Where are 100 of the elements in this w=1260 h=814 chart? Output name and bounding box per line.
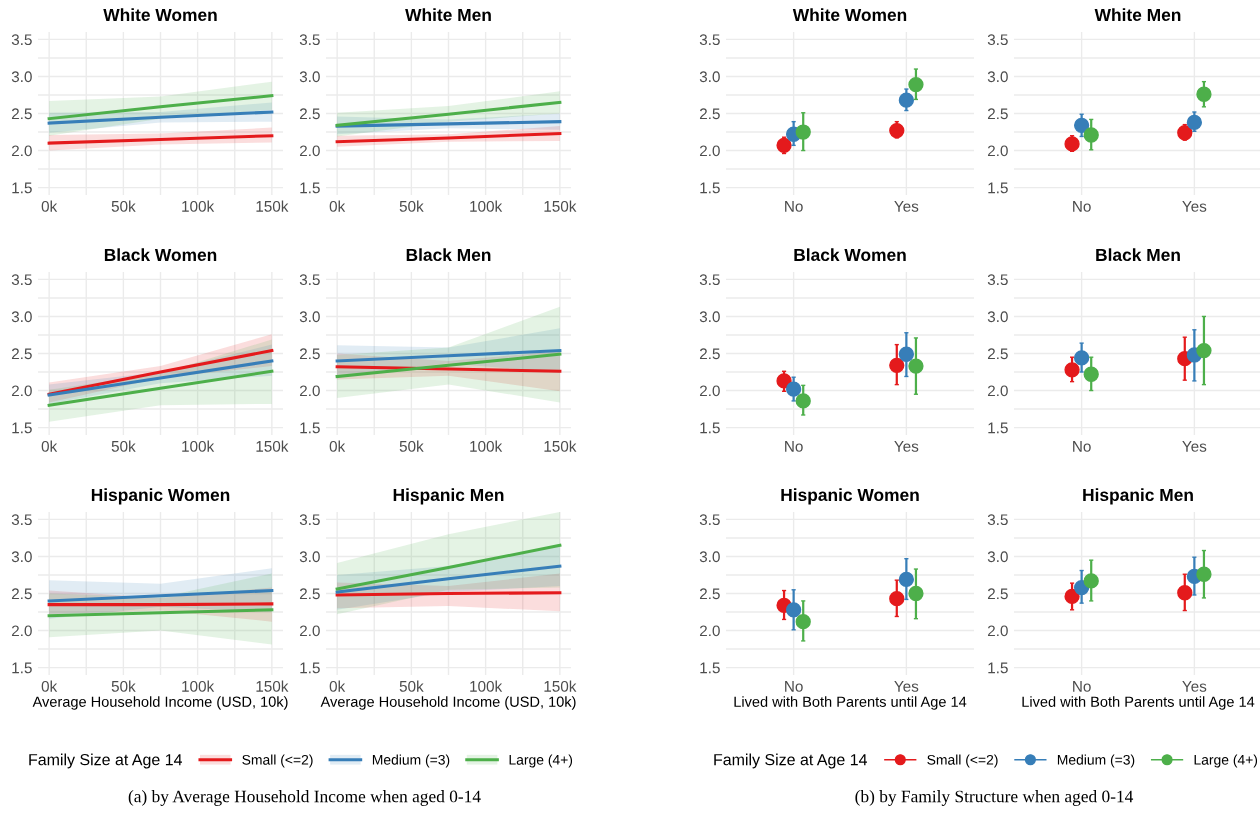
x-tick-label: 100k (470, 440, 503, 452)
y-tick-label: 3.5 (11, 34, 32, 46)
chart-title: Hispanic Men (1083, 488, 1193, 505)
x-tick-label: 0k (329, 200, 346, 212)
y-tick-label: 1.5 (300, 662, 320, 674)
y-tick-label: 1.5 (300, 422, 320, 434)
y-tick-label: 3.0 (11, 551, 32, 563)
y-tick-label: 3.0 (699, 551, 720, 563)
x-tick-label: 0k (329, 680, 346, 692)
y-tick-label: 2.5 (11, 108, 32, 120)
y-tick-label: 3.0 (299, 311, 320, 323)
legend-label: Small (<=2) (927, 754, 998, 768)
x-tick-label: 150k (256, 680, 289, 692)
y-tick-label: 2.0 (299, 625, 320, 637)
x-tick-label: 50k (111, 200, 136, 212)
x-tick-label: Yes (1182, 681, 1207, 692)
y-tick-label: 3.5 (987, 34, 1008, 46)
x-tick-label: Yes (894, 441, 919, 452)
y-tick-label: 1.5 (12, 422, 32, 434)
x-tick-label: Yes (1182, 201, 1207, 212)
chart-title: Black Women (794, 248, 906, 262)
legend-label: Medium (=3) (1057, 754, 1135, 768)
legend-title: Family Size at Age 14 (29, 753, 183, 769)
y-tick-label: 2.0 (11, 625, 32, 637)
x-tick-label: 0k (41, 200, 58, 212)
chart-title: White Women (103, 8, 217, 22)
x-tick-label: 150k (544, 200, 577, 212)
x-tick-label: 100k (182, 440, 215, 452)
legend-label: Medium (=3) (372, 754, 450, 768)
y-tick-label: 2.0 (11, 145, 32, 157)
y-tick-label: 1.5 (300, 182, 320, 194)
y-tick-label: 3.5 (699, 274, 720, 286)
x-tick-label: 150k (256, 440, 289, 452)
y-tick-label: 2.0 (987, 145, 1008, 157)
x-tick-label: 0k (41, 680, 58, 692)
x-tick-label: 100k (470, 200, 503, 212)
y-tick-label: 3.5 (299, 34, 320, 46)
x-tick-label: 150k (544, 680, 577, 692)
y-tick-label: 2.5 (299, 348, 320, 360)
chart-title: Black Women (104, 248, 217, 262)
y-tick-label: 2.5 (699, 348, 720, 360)
y-tick-label: 3.0 (987, 311, 1008, 323)
x-tick-label: Yes (894, 681, 919, 692)
x-tick-label: 50k (399, 200, 424, 212)
x-tick-label: 100k (182, 680, 215, 692)
x-tick-label: 50k (111, 680, 136, 692)
y-tick-label: 1.5 (12, 662, 32, 674)
y-tick-label: 3.5 (11, 274, 32, 286)
chart-title: White Men (405, 8, 491, 22)
y-tick-label: 3.0 (299, 71, 320, 83)
x-tick-label: Yes (1182, 441, 1207, 452)
y-tick-label: 2.5 (11, 588, 32, 600)
legend-label: Large (4+) (1194, 754, 1258, 768)
chart-title: Black Men (406, 248, 491, 262)
x-tick-label: No (1073, 441, 1091, 452)
y-tick-label: 3.0 (11, 311, 32, 323)
y-tick-label: 3.0 (299, 551, 320, 563)
y-tick-label: 2.0 (699, 625, 720, 637)
x-tick-label: 0k (329, 440, 346, 452)
x-tick-label: 100k (470, 680, 503, 692)
chart-title: Hispanic Men (393, 488, 504, 505)
y-tick-label: 3.5 (987, 274, 1008, 286)
y-tick-label: 3.0 (987, 71, 1008, 83)
x-tick-label: No (785, 681, 803, 692)
x-tick-label: No (1073, 201, 1091, 212)
y-tick-label: 1.5 (700, 422, 720, 434)
legend-label: Large (4+) (509, 754, 573, 768)
x-axis-title: Lived with Both Parents until Age 14 (734, 696, 967, 710)
x-tick-label: 50k (111, 440, 136, 452)
y-tick-label: 3.5 (987, 514, 1008, 526)
y-tick-label: 3.5 (699, 514, 720, 526)
y-tick-label: 3.5 (299, 514, 320, 526)
x-tick-label: 0k (41, 440, 58, 452)
y-tick-label: 2.5 (987, 108, 1008, 120)
y-tick-label: 2.5 (299, 108, 320, 120)
y-tick-label: 1.5 (700, 662, 720, 674)
x-axis-title: Average Household Income (USD, 10k) (32, 696, 288, 710)
x-tick-label: No (1073, 681, 1091, 692)
x-tick-label: 100k (182, 200, 215, 212)
text: (b) by Family Structure when aged 0-14 (855, 790, 1134, 806)
chart-title: Hispanic Women (781, 488, 919, 505)
y-tick-label: 2.5 (699, 108, 720, 120)
x-axis-title: Average Household Income (USD, 10k) (320, 696, 576, 710)
y-tick-label: 2.0 (987, 385, 1008, 397)
x-tick-label: No (785, 441, 803, 452)
legend-title: Family Size at Age 14 (714, 753, 868, 769)
y-tick-label: 1.5 (12, 182, 32, 194)
text: (a) by Average Household Income when aged 0-14 (128, 790, 481, 806)
y-tick-label: 3.0 (699, 71, 720, 83)
chart-title: Hispanic Women (91, 488, 230, 505)
y-tick-label: 1.5 (988, 182, 1008, 194)
chart-title: Black Men (1096, 248, 1180, 262)
y-tick-label: 3.5 (299, 274, 320, 286)
y-tick-label: 2.0 (11, 385, 32, 397)
x-tick-label: 50k (399, 440, 424, 452)
chart-title: White Men (1094, 8, 1181, 22)
y-tick-label: 3.0 (11, 71, 32, 83)
y-tick-label: 2.5 (699, 588, 720, 600)
x-tick-label: No (785, 201, 803, 212)
x-axis-title: Lived with Both Parents until Age 14 (1022, 696, 1255, 710)
